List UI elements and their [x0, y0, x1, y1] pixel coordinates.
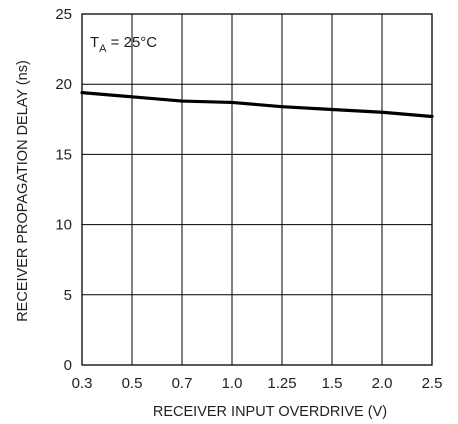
y-tick-label: 5	[64, 287, 72, 304]
x-tick-label: 2.5	[422, 375, 443, 392]
annotation-value: = 25°C	[107, 34, 158, 51]
y-tick-label: 15	[55, 146, 72, 163]
x-tick-label: 2.0	[372, 375, 393, 392]
y-tick-label: 10	[55, 217, 72, 234]
annotation-main: T	[90, 34, 99, 51]
grid-lines	[82, 14, 432, 365]
x-tick-labels: 0.3 0.5 0.7 1.0 1.25 1.5 2.0 2.5	[72, 375, 443, 392]
y-tick-labels: 0 5 10 15 20 25	[55, 6, 72, 374]
annotation-subscript: A	[99, 43, 107, 55]
x-tick-label: 1.25	[267, 375, 296, 392]
x-tick-label: 1.5	[322, 375, 343, 392]
x-tick-label: 0.7	[172, 375, 193, 392]
series-line	[80, 91, 434, 119]
x-axis-label: RECEIVER INPUT OVERDRIVE (V)	[153, 404, 387, 420]
plot-frame	[81, 13, 433, 366]
y-tick-label: 25	[55, 6, 72, 23]
temperature-annotation: TA = 25°C	[90, 34, 157, 55]
y-axis-label: RECEIVER PROPAGATION DELAY (ns)	[15, 60, 31, 322]
y-tick-label: 20	[55, 76, 72, 93]
x-tick-label: 0.5	[122, 375, 143, 392]
x-tick-label: 0.3	[72, 375, 93, 392]
x-tick-label: 1.0	[222, 375, 243, 392]
y-tick-label: 0	[64, 357, 72, 374]
